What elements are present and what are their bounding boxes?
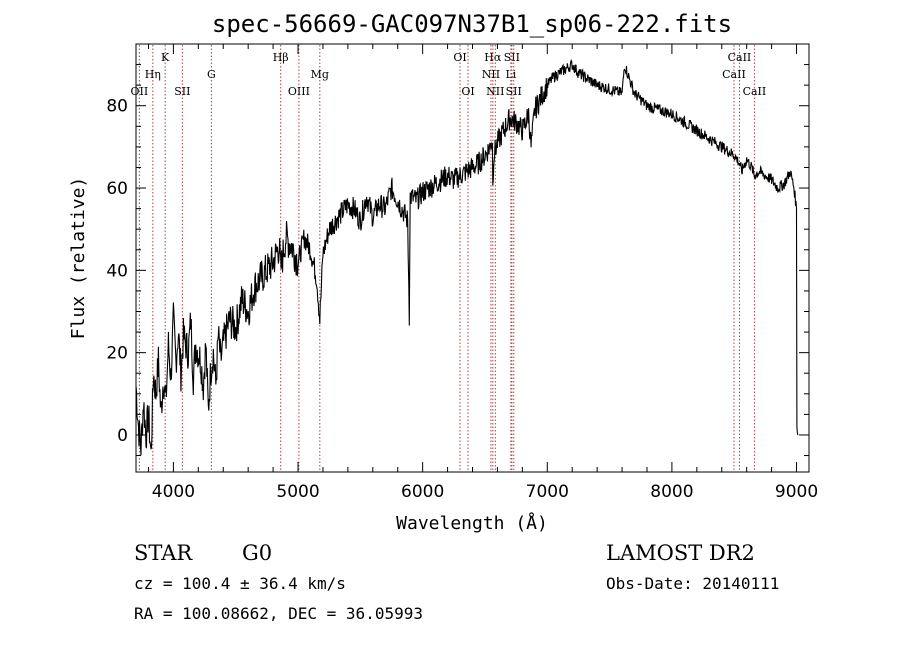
spectral-line-label: Hβ [273,51,289,64]
spectral-line-label: OI [461,85,474,98]
y-tick-label: 40 [106,261,128,281]
spectral-line-label: K [161,51,170,64]
spectral-line-label: Li [505,68,516,81]
object-type: STAR [134,541,193,565]
x-axis-label: Wavelength (Å) [396,512,548,534]
sky-coordinates: RA = 100.08662, DEC = 36.05993 [134,604,423,623]
x-tick-label: 7000 [526,482,569,502]
y-tick-label: 0 [117,426,128,446]
spectral-line-label: Hα [484,51,502,64]
x-tick-label: 4000 [152,482,195,502]
x-tick-label: 6000 [401,482,444,502]
survey-name: LAMOST DR2 [606,541,755,565]
y-tick-label: 20 [106,344,128,364]
spectral-line-label: CaII [722,68,746,81]
plot-frame [135,43,810,473]
spectral-line-label: SII [506,85,522,98]
spectrum-line [135,59,799,456]
spectral-line-label: Hη [145,68,161,81]
spectral-line-markers: OIIHηKSIIGHβOIIIMgOIOIHαNIINIISIILiSIICa… [131,45,767,471]
spectral-line-label: SII [174,85,190,98]
spectral-line-label: OIII [288,85,310,98]
spectral-line-label: OI [453,51,466,64]
x-tick-label: 8000 [650,482,693,502]
spectral-line-label: CaII [743,85,767,98]
axis-ticks: 4000 5000 6000 7000 8000 9000 0 20 40 60 80 [106,44,818,502]
spectral-line-label: G [207,68,216,81]
spectral-line-label: NII [486,85,504,98]
spectral-line-label: Mg [311,68,329,81]
spectral-line-label: CaII [728,51,752,64]
x-tick-label: 9000 [775,482,818,502]
spectral-line-label: OII [131,85,149,98]
spectral-line-label: NII [482,68,500,81]
y-tick-label: 60 [106,179,128,199]
y-tick-label: 80 [106,97,128,117]
observation-date: Obs-Date: 20140111 [606,574,779,593]
spectral-subclass: G0 [242,541,272,565]
chart-title: spec-56669-GAC097N37B1_sp06-222.fits [212,10,732,38]
redshift-velocity: cz = 100.4 ± 36.4 km/s [134,574,346,593]
x-tick-label: 5000 [276,482,319,502]
y-axis-label: Flux (relative) [68,177,89,340]
spectral-line-label: SII [504,51,520,64]
